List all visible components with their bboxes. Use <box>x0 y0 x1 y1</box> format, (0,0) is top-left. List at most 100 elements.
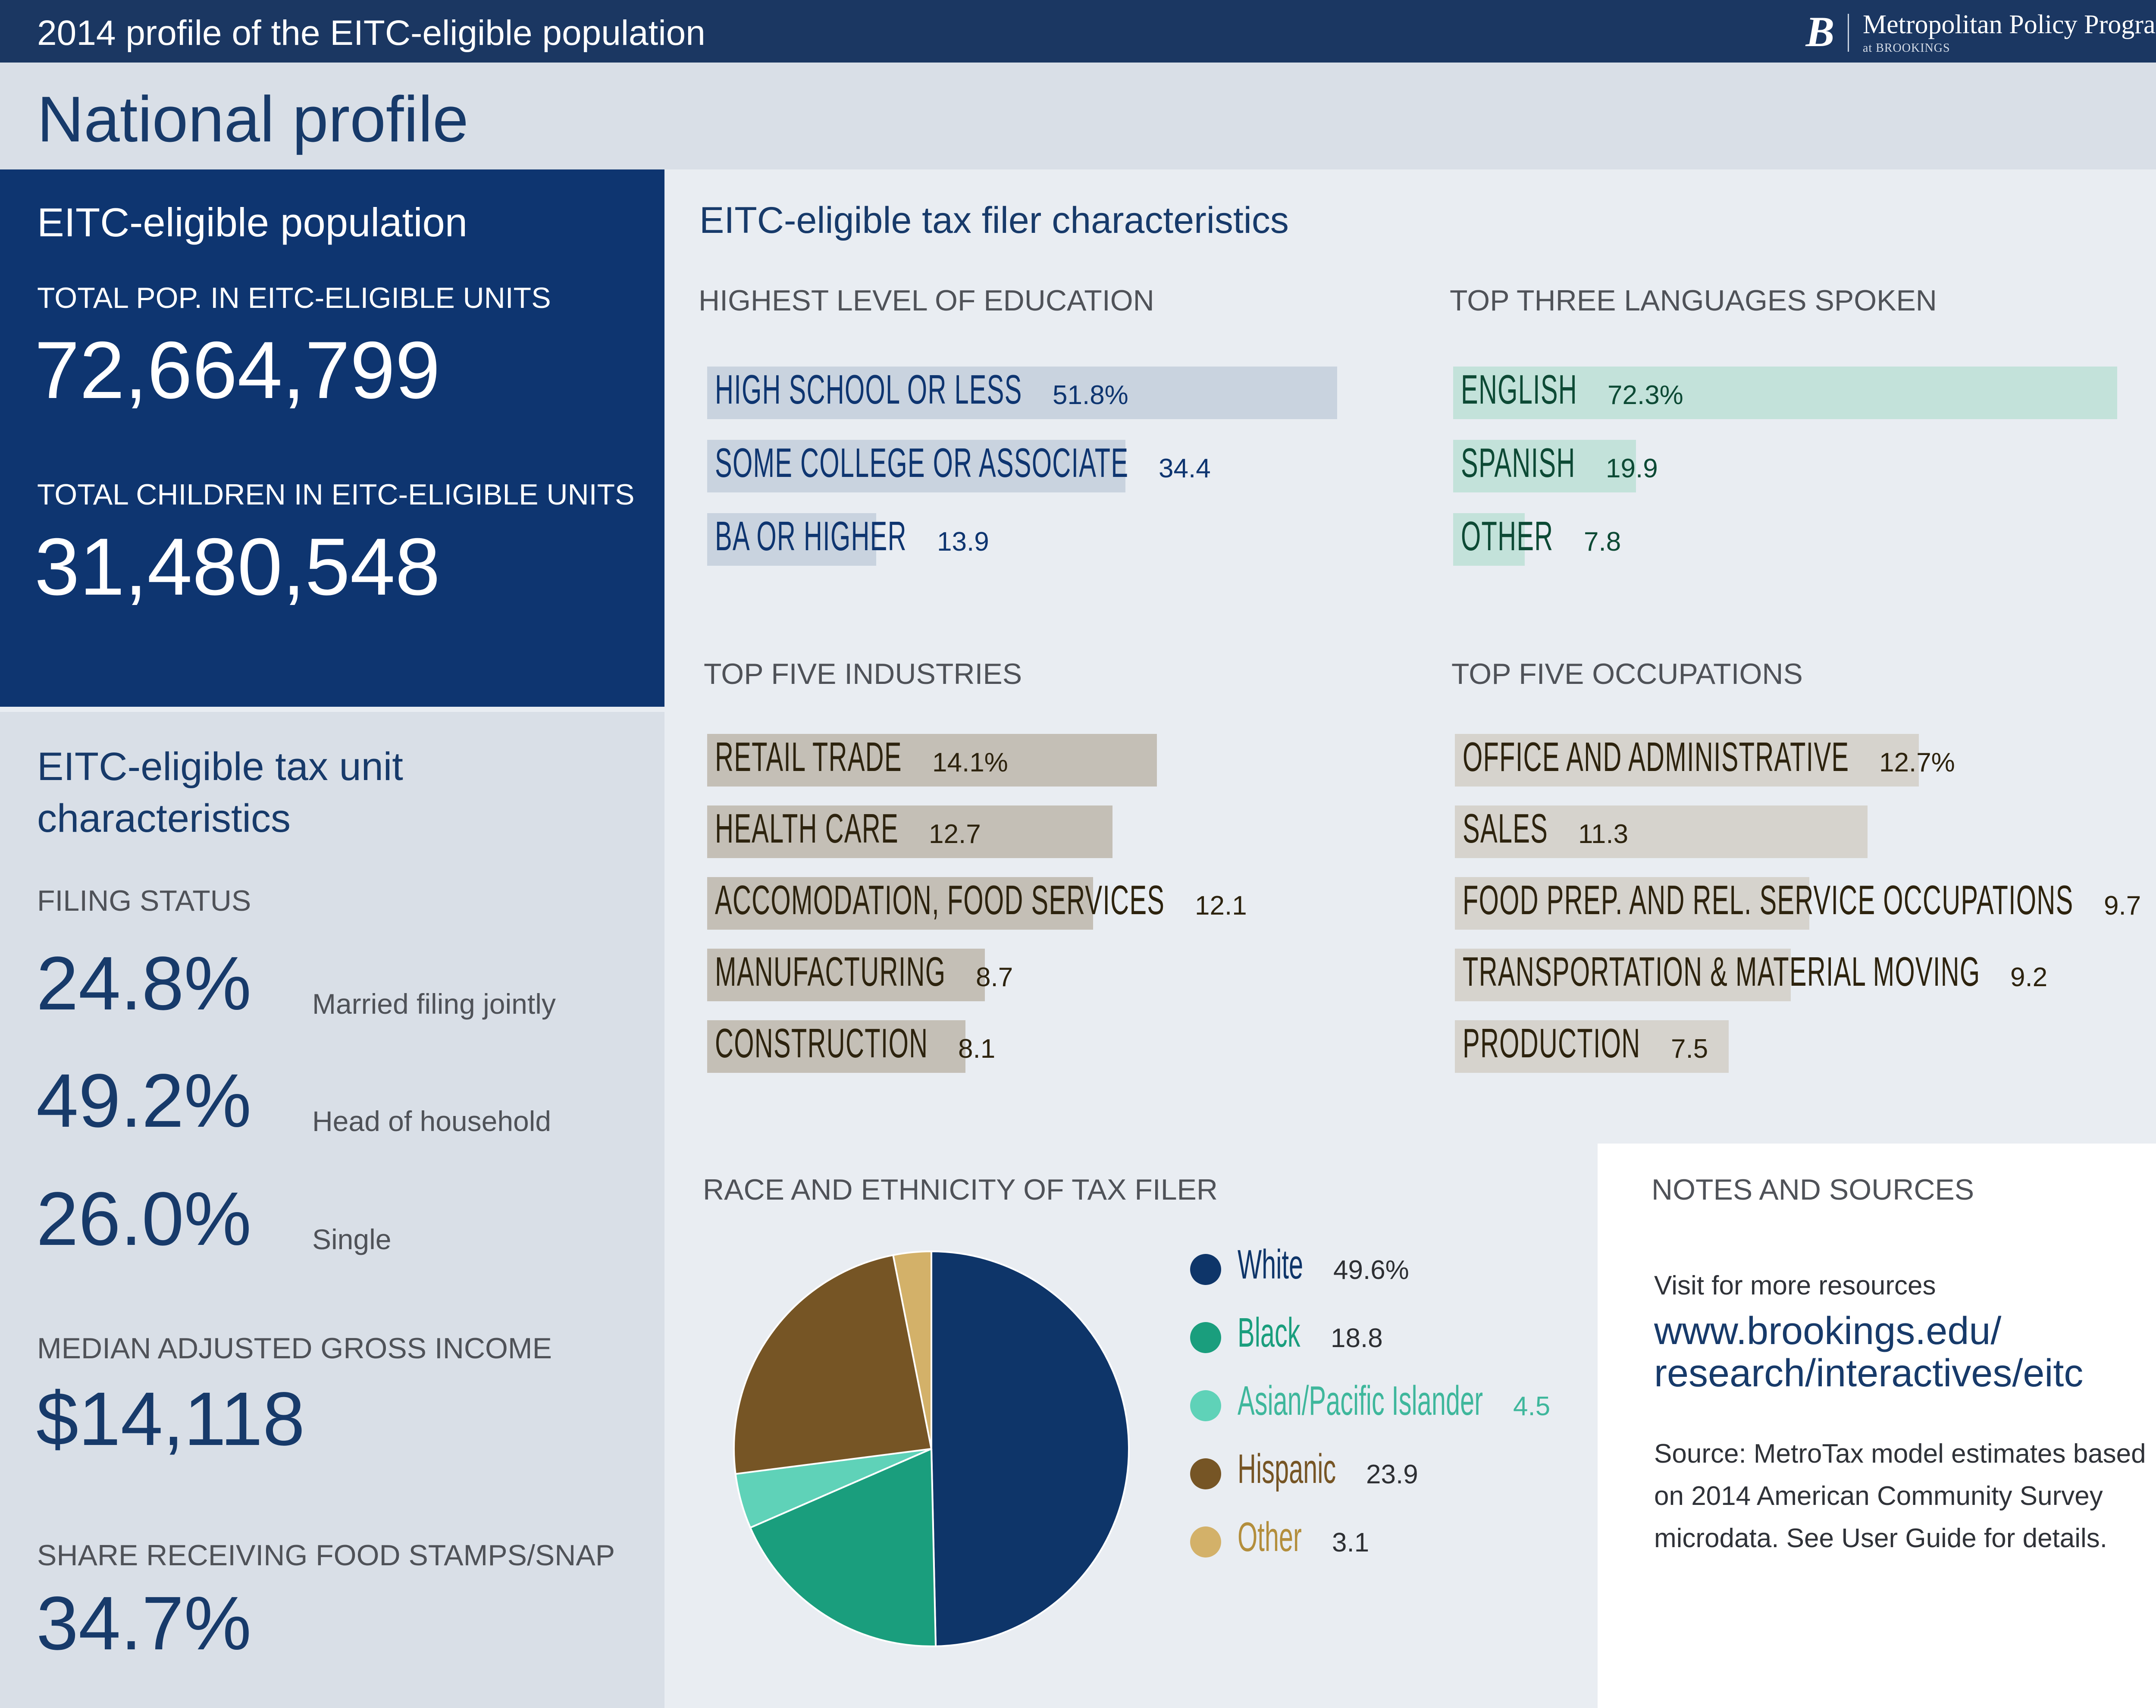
report-title: 2014 profile of the EITC-eligible popula… <box>37 13 705 53</box>
resources-link-line2[interactable]: research/interactives/eitc <box>1654 1352 2084 1395</box>
occupation-bar-sales <box>1455 805 1868 858</box>
brookings-logo-icon: B <box>1805 8 1835 56</box>
industry-bar-construction <box>707 1020 965 1073</box>
filing-label-married: Married filing jointly <box>312 988 556 1020</box>
language-bar-spanish <box>1453 440 1636 492</box>
language-value-english: 72.3% <box>1608 380 1683 410</box>
top-bar <box>0 0 2156 63</box>
tax-unit-heading-line2: characteristics <box>37 796 291 840</box>
industry-value-retail-trade: 14.1% <box>932 748 1008 777</box>
filing-label-head: Head of household <box>312 1105 552 1137</box>
total-pop-value: 72,664,799 <box>34 325 440 415</box>
industry-value-construction: 8.1 <box>958 1034 996 1064</box>
education-value-ba-or-higher: 13.9 <box>937 527 989 557</box>
industry-label-health-care: HEALTH CARE <box>715 805 899 852</box>
education-bar-some-college-or-associate <box>707 440 1125 492</box>
language-value-other: 7.8 <box>1584 527 1621 557</box>
industry-label-retail-trade: RETAIL TRADE <box>715 734 902 780</box>
pie-slice-black <box>749 1447 937 1647</box>
legend-swatch-asian-pacific-islander <box>1190 1390 1221 1421</box>
industry-label-manufacturing: MANUFACTURING <box>715 949 946 995</box>
education-bar-ba-or-higher <box>707 513 876 566</box>
education-chart: HIGH SCHOOL OR LESS 51.8% SOME COLLEGE OR … <box>707 367 1440 574</box>
agi-value: $14,118 <box>36 1377 305 1461</box>
occupation-value-transportation-material-moving: 9.2 <box>2010 962 2048 992</box>
source-line1: Source: MetroTax model estimates based <box>1654 1439 2146 1469</box>
legend-label-white: White <box>1238 1241 1304 1288</box>
snap-label: SHARE RECEIVING FOOD STAMPS/SNAP <box>37 1539 615 1572</box>
notes-panel <box>1598 1144 2156 1708</box>
notes-visit-text: Visit for more resources <box>1654 1271 1936 1301</box>
filer-heading: EITC-eligible tax filer characteristics <box>699 200 1289 241</box>
legend-value-black: 18.8 <box>1331 1323 1383 1353</box>
education-label-ba-or-higher: BA OR HIGHER <box>715 513 907 559</box>
language-label-english: ENGLISH <box>1461 367 1577 413</box>
industry-label-accomodation-food-services: ACCOMODATION, FOOD SERVICES <box>715 877 1165 923</box>
total-children-label: TOTAL CHILDREN IN EITC-ELIGIBLE UNITS <box>37 478 635 511</box>
race-legend: White 49.6% Black 18.8 Asian/Pacific Islande… <box>1190 1241 1595 1595</box>
logo-program-name: Metropolitan Policy Program <box>1863 10 2156 39</box>
language-bar-other <box>1453 513 1525 566</box>
occupation-bar-production <box>1455 1020 1729 1073</box>
occupation-label-office-and-administrative: OFFICE AND ADMINISTRATIVE <box>1463 734 1849 780</box>
occupation-value-production: 7.5 <box>1671 1034 1708 1064</box>
source-line2: on 2014 American Community Survey <box>1654 1481 2103 1511</box>
occupation-value-sales: 11.3 <box>1578 819 1629 849</box>
language-value-spanish: 19.9 <box>1606 454 1658 483</box>
occupation-label-food-prep-and-rel-service-occupations: FOOD PREP. AND REL. SERVICE OCCUPATIONS <box>1463 877 2074 923</box>
industries-title: TOP FIVE INDUSTRIES <box>704 658 1022 690</box>
filing-value-married: 24.8% <box>36 941 252 1026</box>
filing-label-single: Single <box>312 1223 392 1255</box>
language-bar-english <box>1453 367 2117 419</box>
occupation-label-sales: SALES <box>1463 805 1548 852</box>
filing-value-head: 49.2% <box>36 1059 252 1143</box>
pie-slice-white <box>931 1250 1130 1647</box>
education-value-high-school-or-less: 51.8% <box>1053 380 1128 410</box>
total-pop-label: TOTAL POP. IN EITC-ELIGIBLE UNITS <box>37 282 551 314</box>
legend-swatch-other <box>1190 1526 1221 1558</box>
education-label-some-college-or-associate: SOME COLLEGE OR ASSOCIATE <box>715 440 1129 486</box>
language-label-spanish: SPANISH <box>1461 440 1576 486</box>
education-bar-high-school-or-less <box>707 367 1337 419</box>
occupation-label-transportation-material-moving: TRANSPORTATION & MATERIAL MOVING <box>1463 949 1981 995</box>
legend-label-asian-pacific-islander: Asian/Pacific Islander <box>1238 1378 1483 1424</box>
occupations-title: TOP FIVE OCCUPATIONS <box>1451 658 1803 690</box>
legend-value-white: 49.6% <box>1333 1255 1409 1285</box>
population-panel <box>0 169 664 707</box>
occupation-bar-transportation-material-moving <box>1455 949 1791 1001</box>
languages-title: TOP THREE LANGUAGES SPOKEN <box>1450 284 1937 317</box>
industry-value-accomodation-food-services: 12.1 <box>1195 891 1247 921</box>
agi-label: MEDIAN ADJUSTED GROSS INCOME <box>37 1332 552 1365</box>
snap-value: 34.7% <box>36 1581 252 1666</box>
legend-value-other: 3.1 <box>1332 1528 1369 1558</box>
legend-value-hispanic: 23.9 <box>1366 1460 1418 1489</box>
industry-bar-accomodation-food-services <box>707 877 1093 930</box>
pie-slice-hispanic <box>733 1254 933 1475</box>
legend-swatch-white <box>1190 1254 1221 1285</box>
resources-link-line1[interactable]: www.brookings.edu/ <box>1654 1310 2002 1353</box>
legend-label-black: Black <box>1238 1310 1300 1356</box>
logo-org-name: at BROOKINGS <box>1863 41 1950 55</box>
language-label-other: OTHER <box>1461 513 1554 559</box>
notes-heading: NOTES AND SOURCES <box>1651 1173 1974 1206</box>
legend-swatch-hispanic <box>1190 1458 1221 1489</box>
pie-slice-other <box>892 1250 932 1449</box>
occupations-chart: OFFICE AND ADMINISTRATIVE 12.7% SALES 11.3 F… <box>1455 734 2156 1079</box>
industry-bar-health-care <box>707 805 1112 858</box>
education-value-some-college-or-associate: 34.4 <box>1159 454 1211 483</box>
education-label-high-school-or-less: HIGH SCHOOL OR LESS <box>715 367 1022 413</box>
occupation-label-production: PRODUCTION <box>1463 1020 1641 1066</box>
filing-value-single: 26.0% <box>36 1177 252 1261</box>
industry-bar-retail-trade <box>707 734 1157 787</box>
legend-swatch-black <box>1190 1322 1221 1353</box>
occupation-bar-office-and-administrative <box>1455 734 1919 787</box>
race-pie-chart <box>733 1250 1130 1647</box>
panel-separator <box>0 707 664 712</box>
race-title: RACE AND ETHNICITY OF TAX FILER <box>703 1173 1218 1206</box>
logo-divider <box>1848 14 1849 52</box>
industry-label-construction: CONSTRUCTION <box>715 1020 928 1066</box>
total-children-value: 31,480,548 <box>34 521 440 612</box>
industry-bar-manufacturing <box>707 949 985 1001</box>
legend-label-hispanic: Hispanic <box>1238 1446 1336 1492</box>
page-title: National profile <box>37 83 469 155</box>
